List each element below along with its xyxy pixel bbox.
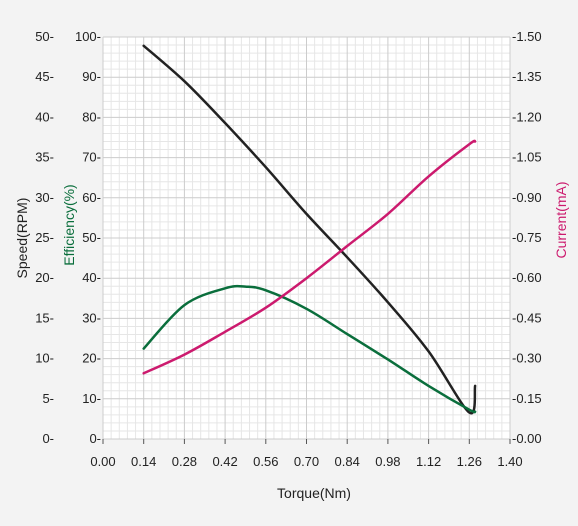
x-tick-label: 0.98 bbox=[375, 454, 400, 469]
current-curve bbox=[142, 139, 477, 375]
efficiency-tick-label: 100- bbox=[75, 29, 101, 44]
speed-curve bbox=[142, 44, 477, 415]
efficiency-tick-label: 20- bbox=[82, 351, 101, 366]
speed-tick-label: 10- bbox=[35, 351, 54, 366]
speed-tick-label: 15- bbox=[35, 310, 54, 325]
speed-tick-label: 0- bbox=[42, 431, 54, 446]
x-tick-label: 1.40 bbox=[497, 454, 522, 469]
current-tick-label: -0.15 bbox=[512, 391, 542, 406]
speed-tick-label: 20- bbox=[35, 270, 54, 285]
efficiency-tick-label: 80- bbox=[82, 109, 101, 124]
speed-tick-label: 45- bbox=[35, 69, 54, 84]
efficiency-tick-label: 50- bbox=[82, 230, 101, 245]
current-tick-label: -0.00 bbox=[512, 431, 542, 446]
x-tick-label: 0.56 bbox=[253, 454, 278, 469]
x-tick-label: 0.42 bbox=[212, 454, 237, 469]
current-tick-label: -0.90 bbox=[512, 190, 542, 205]
speed-tick-label: 40- bbox=[35, 109, 54, 124]
current-tick-label: -0.75 bbox=[512, 230, 542, 245]
efficiency-tick-label: 30- bbox=[82, 310, 101, 325]
current-tick-label: -0.60 bbox=[512, 270, 542, 285]
current-tick-label: -1.50 bbox=[512, 29, 542, 44]
speed-tick-label: 5- bbox=[42, 391, 54, 406]
efficiency-tick-label: 60- bbox=[82, 190, 101, 205]
x-tick-label: 0.28 bbox=[172, 454, 197, 469]
efficiency-tick-label: 10- bbox=[82, 391, 101, 406]
efficiency-curve bbox=[142, 284, 477, 414]
efficiency-tick-label: 70- bbox=[82, 150, 101, 165]
current-tick-label: -0.45 bbox=[512, 310, 542, 325]
speed-tick-label: 30- bbox=[35, 190, 54, 205]
current-tick-label: -0.30 bbox=[512, 351, 542, 366]
current-tick-label: -1.20 bbox=[512, 109, 542, 124]
x-axis-title: Torque(Nm) bbox=[277, 485, 351, 501]
speed-tick-label: 50- bbox=[35, 29, 54, 44]
efficiency-axis-title: Efficiency(%) bbox=[61, 184, 77, 265]
speed-tick-label: 35- bbox=[35, 150, 54, 165]
current-tick-label: -1.35 bbox=[512, 69, 542, 84]
speed-tick-label: 25- bbox=[35, 230, 54, 245]
speed-axis-title: Speed(RPM) bbox=[14, 198, 30, 279]
current-axis-title: Current(mA) bbox=[553, 181, 569, 258]
x-tick-label: 0.70 bbox=[294, 454, 319, 469]
efficiency-tick-label: 90- bbox=[82, 69, 101, 84]
x-tick-label: 0.00 bbox=[90, 454, 115, 469]
x-tick-label: 1.26 bbox=[457, 454, 482, 469]
efficiency-tick-label: 40- bbox=[82, 270, 101, 285]
current-tick-label: -1.05 bbox=[512, 150, 542, 165]
efficiency-tick-label: 0- bbox=[89, 431, 101, 446]
x-tick-label: 1.12 bbox=[416, 454, 441, 469]
x-tick-label: 0.14 bbox=[131, 454, 156, 469]
x-tick-label: 0.84 bbox=[335, 454, 360, 469]
